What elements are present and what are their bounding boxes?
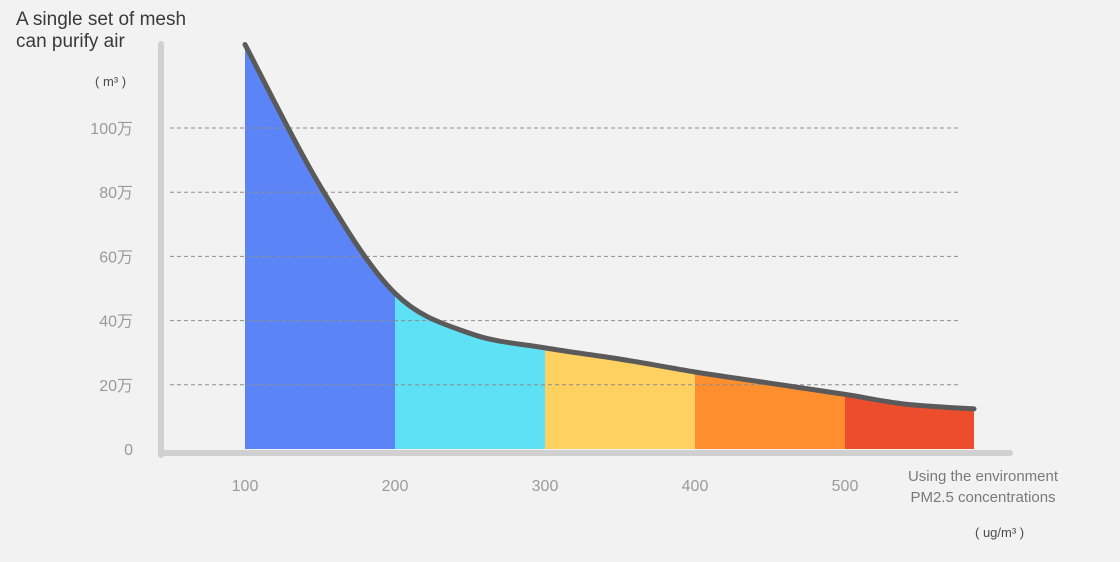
x-tick-label: 500 (832, 478, 859, 495)
x-tick-label: 300 (532, 478, 559, 495)
y-tick-label: 100万 (90, 121, 133, 138)
area-bands (245, 44, 974, 449)
y-tick-label: 40万 (99, 314, 133, 331)
area-band-2 (395, 44, 545, 449)
area-band-1 (245, 44, 395, 449)
y-axis-unit: ( m³ ) (95, 74, 127, 89)
area-band-3 (545, 44, 695, 449)
y-tick-label: 80万 (99, 185, 133, 202)
x-axis-unit: ( ug/m³ ) (975, 525, 1025, 540)
y-tick-label: 60万 (99, 249, 133, 266)
chart-title: A single set of mesh can purify air (16, 9, 187, 52)
y-tick-label: 0 (124, 442, 133, 459)
area-band-5 (845, 44, 974, 449)
x-tick-label: 100 (232, 478, 259, 495)
y-tick-label: 20万 (99, 378, 133, 395)
x-tick-label: 400 (682, 478, 709, 495)
x-axis-label: Using the environment PM2.5 concentratio… (907, 468, 1059, 506)
x-tick-label: 200 (382, 478, 409, 495)
curve-line (242, 42, 977, 412)
